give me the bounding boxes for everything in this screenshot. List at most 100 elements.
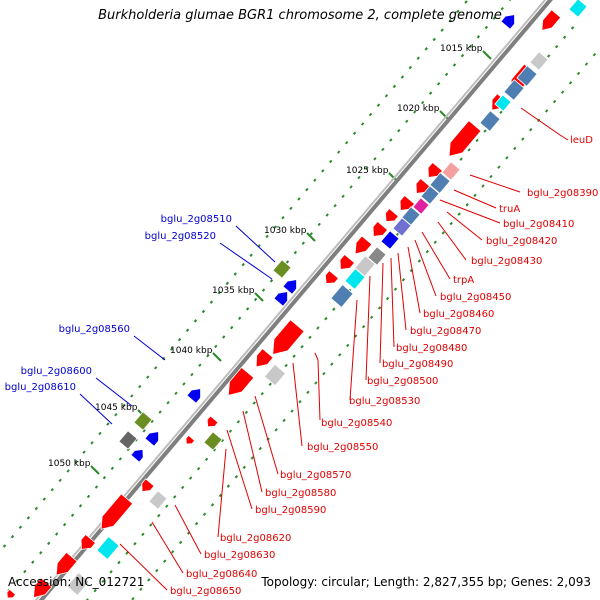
scale-tick xyxy=(50,488,54,492)
scale-tick xyxy=(285,260,290,264)
major-tick xyxy=(254,292,264,302)
scale-tick xyxy=(146,375,150,379)
scale-tick xyxy=(362,324,366,329)
leader-line xyxy=(349,299,358,401)
gene-arrow xyxy=(503,79,525,101)
gene-box xyxy=(203,431,223,451)
gene-arrow xyxy=(392,217,412,237)
scale-tick xyxy=(592,52,597,57)
scale-label: 1040 kbp xyxy=(170,346,213,356)
gene-arrow xyxy=(186,388,201,404)
scale-tick xyxy=(217,291,222,295)
scale-tick xyxy=(373,157,377,161)
leader-line xyxy=(446,211,483,241)
scale-tick xyxy=(298,399,302,404)
gene-shape xyxy=(100,493,134,530)
leader-line xyxy=(217,448,227,538)
gene-box xyxy=(503,79,525,101)
gene-shape xyxy=(55,551,78,576)
scale-tick xyxy=(147,578,151,582)
gene-box xyxy=(66,572,90,596)
scale-tick xyxy=(393,287,398,291)
scale-tick xyxy=(273,225,277,229)
scale-tick xyxy=(337,150,341,154)
gene-label-right: bglu_2g08470 xyxy=(410,326,481,337)
gene-box xyxy=(380,230,400,250)
scale-tick xyxy=(31,560,35,564)
gene-arrow xyxy=(206,415,219,428)
gene-arrow xyxy=(66,572,90,596)
scale-tick xyxy=(400,75,405,79)
scale-tick xyxy=(171,550,175,554)
gene-arrow xyxy=(255,348,274,368)
scale-tick xyxy=(305,187,309,192)
gene-arrow xyxy=(118,430,138,450)
scale-tick xyxy=(258,446,262,451)
gene-shape xyxy=(448,120,482,157)
scale-tick xyxy=(317,222,321,227)
map-title: Burkholderia glumae BGR1 chromosome 2, c… xyxy=(98,8,502,23)
gene-box xyxy=(272,259,292,279)
scale-tick xyxy=(212,448,217,452)
scale-tick xyxy=(234,475,239,479)
scale-tick xyxy=(93,588,97,593)
scale-tick xyxy=(154,366,158,370)
scale-tick xyxy=(473,193,477,198)
scale-tick xyxy=(408,65,412,70)
leader-line xyxy=(437,221,467,261)
scale-tick xyxy=(376,103,381,107)
gene-label-right: bglu_2g08420 xyxy=(486,236,557,247)
leader-line xyxy=(397,252,407,331)
scale-tick xyxy=(468,44,473,48)
scale-tick xyxy=(90,441,94,445)
gene-arrow xyxy=(227,366,255,396)
scale-tick xyxy=(141,532,145,537)
scale-tick xyxy=(182,382,186,386)
scale-tick xyxy=(416,56,420,60)
gene-shape xyxy=(80,533,97,550)
scale-tick xyxy=(425,249,429,254)
gene-arrow xyxy=(141,478,155,493)
scale-tick xyxy=(274,428,278,432)
leader-line xyxy=(469,174,521,193)
gene-arrow xyxy=(354,235,373,255)
leader-line xyxy=(174,504,202,555)
scale-tick xyxy=(166,400,170,405)
leader-line xyxy=(119,543,168,591)
genome-summary-text: Topology: circular; Length: 2,827,355 bp… xyxy=(261,575,591,589)
scale-tick xyxy=(74,459,78,464)
scale-tick xyxy=(241,262,245,267)
leader-line xyxy=(292,362,303,447)
scale-tick xyxy=(289,206,293,211)
scale-tick xyxy=(292,354,296,358)
scale-tick xyxy=(177,337,182,342)
gene-label-left: bglu_2g08520 xyxy=(145,231,216,242)
scale-tick xyxy=(102,475,107,480)
gene-shape xyxy=(141,478,155,493)
scale-tick xyxy=(242,465,246,470)
scale-tick xyxy=(185,328,190,332)
scale-tick xyxy=(489,174,493,179)
gene-label-right: bglu_2g08410 xyxy=(503,219,574,230)
scale-tick xyxy=(78,504,83,508)
gene-arrow xyxy=(100,493,134,530)
gene-arrow xyxy=(185,434,196,445)
scale-tick xyxy=(545,109,549,113)
gene-shape xyxy=(325,269,340,285)
scale-tick xyxy=(529,127,533,132)
scale-tick xyxy=(570,26,575,30)
scale-tick xyxy=(214,344,218,349)
major-tick xyxy=(306,232,316,242)
scale-tick xyxy=(389,138,393,142)
scale-tick xyxy=(70,513,75,517)
gene-label-right: bglu_2g08590 xyxy=(255,505,326,516)
gene-shape xyxy=(6,588,17,599)
scale-tick xyxy=(62,522,67,527)
gene-box xyxy=(479,110,501,132)
gene-label-left: bglu_2g08510 xyxy=(161,214,232,225)
scale-tick xyxy=(322,371,326,376)
scale-tick xyxy=(377,306,382,310)
scale-tick xyxy=(54,532,59,536)
scale-tick xyxy=(397,128,401,133)
